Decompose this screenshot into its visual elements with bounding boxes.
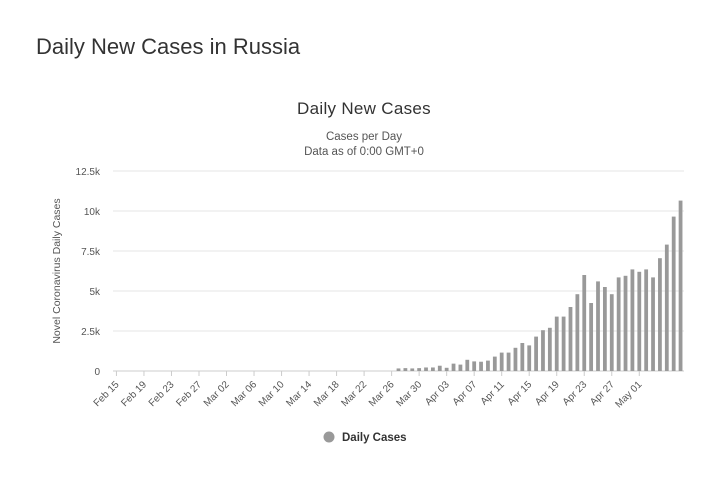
page-heading: Daily New Cases in Russia [36, 34, 301, 59]
bar[interactable] [644, 269, 649, 371]
x-tick-label: Apr 11 [479, 379, 507, 407]
y-tick-label: 7.5k [81, 247, 101, 258]
bar[interactable] [451, 363, 456, 371]
bar[interactable] [424, 367, 428, 371]
bar[interactable] [547, 327, 552, 371]
bar[interactable] [658, 258, 662, 371]
bar[interactable] [465, 359, 470, 371]
bar[interactable] [582, 275, 587, 371]
legend-marker-daily-cases[interactable] [323, 431, 335, 443]
x-tick-label: Apr 03 [423, 379, 452, 408]
x-tick-label: Apr 15 [506, 379, 535, 408]
bar[interactable] [417, 368, 422, 371]
bar[interactable] [651, 277, 655, 371]
x-tick-label: Feb 19 [119, 379, 149, 409]
bar[interactable] [575, 294, 580, 371]
bar[interactable] [589, 303, 594, 371]
legend-label-daily-cases[interactable]: Daily Cases [342, 432, 407, 444]
x-tick-label: Apr 19 [533, 379, 562, 408]
bar[interactable] [499, 352, 504, 371]
y-tick-label: 5k [89, 287, 101, 298]
x-tick-label: Apr 07 [451, 379, 480, 408]
bar[interactable] [506, 352, 511, 371]
bar[interactable] [630, 269, 635, 371]
bar[interactable] [472, 361, 477, 371]
bar[interactable] [410, 368, 415, 371]
bar[interactable] [671, 216, 676, 371]
bar[interactable] [513, 347, 518, 371]
x-tick-label: May 01 [613, 379, 644, 410]
bar[interactable] [678, 200, 683, 371]
bar[interactable] [623, 275, 628, 371]
bar[interactable] [568, 307, 573, 371]
y-tick-label: 0 [94, 367, 100, 378]
bar[interactable] [534, 336, 538, 371]
bar[interactable] [458, 364, 463, 371]
x-tick-label: Feb 27 [174, 379, 204, 409]
x-tick-label: Apr 27 [588, 379, 617, 408]
x-tick-label: Mar 30 [394, 379, 424, 409]
x-tick-label: Mar 10 [257, 379, 287, 409]
bar[interactable] [664, 244, 669, 371]
bar[interactable] [396, 368, 401, 371]
y-tick-label: 10k [84, 207, 101, 218]
bar[interactable] [616, 277, 621, 371]
bar[interactable] [609, 294, 614, 371]
bar[interactable] [403, 368, 408, 371]
x-tick-label: Mar 26 [367, 379, 397, 409]
y-gridlines [113, 170, 684, 372]
bar[interactable] [444, 367, 449, 371]
x-tick-label: Feb 23 [147, 379, 177, 409]
y-tick-label: 12.5k [76, 167, 101, 178]
bar[interactable] [479, 361, 483, 371]
y-axis-ticks: 0 2.5k 5k 7.5k 10k 12.5k [76, 167, 101, 378]
bar[interactable] [596, 281, 600, 371]
bar[interactable] [486, 360, 490, 371]
bar[interactable] [431, 367, 435, 371]
x-tick-label: Mar 18 [312, 379, 342, 409]
chart-subtitle-line-2: Data as of 0:00 GMT+0 [304, 146, 424, 158]
legend[interactable]: Daily Cases [323, 431, 407, 445]
bar[interactable] [602, 287, 607, 371]
x-tick-label: Feb 15 [92, 379, 122, 409]
chart-title: Daily New Cases [297, 99, 431, 118]
bar[interactable] [561, 316, 566, 371]
bar[interactable] [541, 330, 545, 371]
bar[interactable] [492, 356, 497, 371]
x-tick-label: Mar 22 [339, 379, 369, 409]
chart-subtitle-line-1: Cases per Day [326, 131, 402, 143]
y-axis-label: Novel Coronavirus Daily Cases [51, 198, 63, 343]
y-tick-label: 2.5k [81, 327, 101, 338]
bar[interactable] [437, 365, 442, 371]
bar[interactable] [520, 343, 525, 371]
x-tick-label: Apr 23 [561, 379, 590, 408]
x-tick-label: Mar 14 [284, 379, 314, 409]
x-tick-label: Mar 02 [202, 379, 232, 409]
bar[interactable] [527, 345, 532, 371]
bar[interactable] [637, 271, 642, 371]
bar[interactable] [554, 316, 559, 371]
bar-series-daily-cases [396, 200, 683, 371]
x-tick-label: Mar 06 [229, 379, 259, 409]
